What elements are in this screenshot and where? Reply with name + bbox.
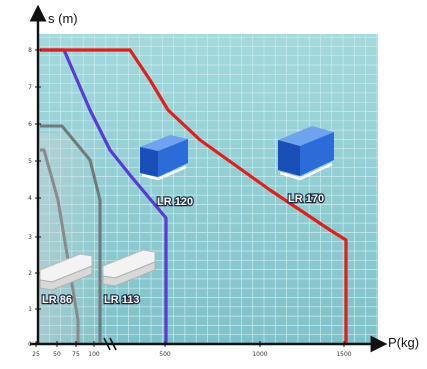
series-line-lr170 [40,48,348,344]
y-tick-label: 0 [28,341,32,348]
lr86-profile-icon [39,253,93,291]
x-tick-label: 50 [53,351,61,358]
x-tick-label: 100 [88,351,100,358]
series-label-lr170: LR 170 [288,193,324,205]
y-tick-label: 8 [28,47,32,54]
y-tick-label: 6 [28,121,32,128]
series-label-lr113: LR 113 [104,294,139,306]
series-label-lr86: LR 86 [42,294,72,306]
lr113-profile-icon [102,249,156,287]
tick-labels: 0 1 2 3 4 5 6 7 8 25 50 75 100 500 1000 1500 [28,47,352,358]
x-tick-label: 1000 [252,351,267,358]
series-label-lr120: LR 120 [157,196,193,208]
x-tick-label: 1500 [336,351,351,358]
lr170-box-icon [278,126,334,181]
axis-break-mark [103,337,117,351]
y-tick-label: 3 [28,234,32,241]
series-line-lr113 [40,124,102,344]
axes [29,4,388,353]
y-tick-label: 4 [28,195,32,202]
y-tick-label: 2 [28,270,32,277]
x-tick-label: 25 [32,351,40,358]
x-axis-label: P(kg) [388,335,419,350]
y-tick-label: 5 [28,158,32,165]
series-lines [40,48,348,344]
y-tick-label: 7 [28,84,32,91]
x-tick-label: 500 [159,351,171,358]
x-tick-label: 75 [72,351,80,358]
lr120-box-icon [140,135,188,181]
y-tick-label: 1 [28,306,32,313]
series-line-lr86 [40,148,80,344]
y-axis-label: s (m) [48,11,78,26]
